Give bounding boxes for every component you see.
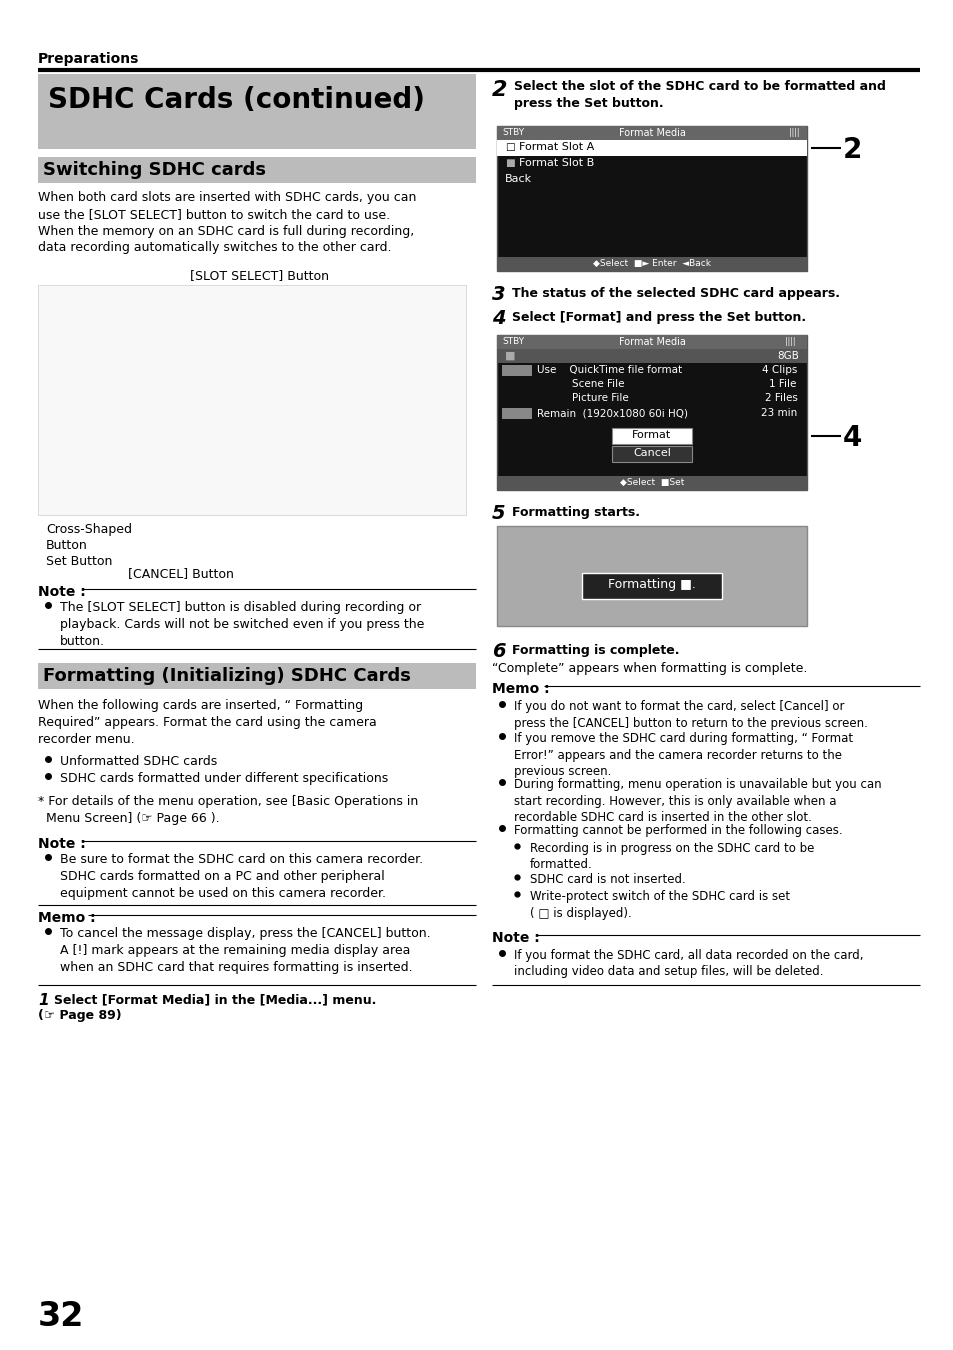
- Text: Note :: Note :: [38, 585, 86, 599]
- Text: 4 Clips: 4 Clips: [761, 364, 797, 375]
- Text: Preparations: Preparations: [38, 53, 139, 66]
- Bar: [38, 285, 465, 514]
- Text: Note :: Note :: [38, 837, 86, 850]
- Text: If you do not want to format the card, select [Cancel] or
press the [CANCEL] but: If you do not want to format the card, s…: [514, 701, 867, 729]
- Bar: [497, 140, 806, 157]
- Text: Format Slot B: Format Slot B: [518, 158, 594, 167]
- Text: Recording is in progress on the SDHC card to be
formatted.: Recording is in progress on the SDHC car…: [530, 842, 814, 872]
- Bar: [497, 335, 806, 490]
- Text: If you remove the SDHC card during formatting, “ Format
Error!” appears and the : If you remove the SDHC card during forma…: [514, 732, 852, 778]
- Text: STBY: STBY: [501, 128, 523, 136]
- Text: ◆Select  ■Set: ◆Select ■Set: [619, 478, 683, 487]
- Text: Use    QuickTime file format: Use QuickTime file format: [537, 364, 681, 375]
- Text: When both card slots are inserted with SDHC cards, you can
use the [SLOT SELECT]: When both card slots are inserted with S…: [38, 190, 416, 254]
- Text: STBY: STBY: [501, 338, 523, 346]
- Text: [CANCEL] Button: [CANCEL] Button: [128, 567, 233, 580]
- Text: □: □: [504, 142, 515, 153]
- Text: SDHC Cards (continued): SDHC Cards (continued): [48, 86, 424, 113]
- Text: 4: 4: [492, 309, 505, 328]
- Text: Formatting (Initializing) SDHC Cards: Formatting (Initializing) SDHC Cards: [43, 667, 411, 684]
- Text: Unformatted SDHC cards: Unformatted SDHC cards: [60, 755, 217, 768]
- Text: Memo :: Memo :: [492, 682, 549, 697]
- Text: Formatting is complete.: Formatting is complete.: [512, 644, 679, 657]
- Text: Cross-Shaped
Button: Cross-Shaped Button: [46, 522, 132, 552]
- Text: ■: ■: [504, 351, 515, 360]
- Text: 4: 4: [842, 424, 862, 452]
- Text: Write-protect switch of the SDHC card is set
( □ is displayed).: Write-protect switch of the SDHC card is…: [530, 890, 789, 919]
- Bar: [497, 126, 806, 271]
- Text: 3: 3: [492, 285, 505, 304]
- Bar: [497, 350, 806, 363]
- Text: ||||: ||||: [788, 128, 799, 136]
- Text: ■: ■: [504, 158, 515, 167]
- Text: 5: 5: [492, 504, 505, 522]
- Text: Remain  (1920x1080 60i HQ): Remain (1920x1080 60i HQ): [537, 408, 687, 418]
- Text: 2: 2: [492, 80, 507, 100]
- Text: When the following cards are inserted, “ Formatting
Required” appears. Format th: When the following cards are inserted, “…: [38, 699, 376, 745]
- Text: Set Button: Set Button: [46, 555, 112, 568]
- Bar: [497, 526, 806, 626]
- Text: To cancel the message display, press the [CANCEL] button.
A [!] mark appears at : To cancel the message display, press the…: [60, 927, 430, 973]
- Bar: [497, 477, 806, 490]
- Text: [SLOT SELECT] Button: [SLOT SELECT] Button: [191, 269, 329, 282]
- Text: Format: Format: [632, 431, 671, 440]
- Bar: [501, 408, 532, 418]
- Text: Select [Format] and press the Set button.: Select [Format] and press the Set button…: [512, 310, 805, 324]
- Bar: [497, 126, 806, 140]
- Text: Back: Back: [504, 174, 532, 184]
- Text: Format Media: Format Media: [618, 128, 684, 138]
- Bar: [612, 428, 691, 444]
- Bar: [38, 157, 476, 184]
- Text: 8GB: 8GB: [776, 351, 798, 360]
- Text: Picture File: Picture File: [572, 393, 628, 404]
- Text: SDHC cards formatted under different specifications: SDHC cards formatted under different spe…: [60, 772, 388, 784]
- Bar: [497, 335, 806, 350]
- Text: 1 File: 1 File: [768, 379, 796, 389]
- Bar: [38, 663, 476, 688]
- Text: 32: 32: [38, 1300, 84, 1332]
- Text: Select the slot of the SDHC card to be formatted and
press the Set button.: Select the slot of the SDHC card to be f…: [514, 80, 885, 109]
- Text: “Complete” appears when formatting is complete.: “Complete” appears when formatting is co…: [492, 662, 806, 675]
- Text: 23 min: 23 min: [760, 408, 797, 418]
- Text: The status of the selected SDHC card appears.: The status of the selected SDHC card app…: [512, 288, 840, 300]
- Text: Memo :: Memo :: [38, 911, 95, 925]
- Text: Formatting cannot be performed in the following cases.: Formatting cannot be performed in the fo…: [514, 824, 841, 837]
- Text: Select [Format Media] in the [Media...] menu.: Select [Format Media] in the [Media...] …: [54, 994, 376, 1006]
- Text: Be sure to format the SDHC card on this camera recorder.
SDHC cards formatted on: Be sure to format the SDHC card on this …: [60, 853, 423, 899]
- Text: * For details of the menu operation, see [Basic Operations in
  Menu Screen] (☞ : * For details of the menu operation, see…: [38, 795, 417, 825]
- Text: 6: 6: [492, 643, 505, 662]
- Text: 2: 2: [842, 136, 862, 163]
- Text: 2 Files: 2 Files: [764, 393, 797, 404]
- Text: Format Media: Format Media: [618, 338, 684, 347]
- Text: (☞ Page 89): (☞ Page 89): [38, 1008, 121, 1022]
- Text: Scene File: Scene File: [572, 379, 624, 389]
- Bar: [38, 74, 476, 148]
- Text: ◆Select  ■► Enter  ◄Back: ◆Select ■► Enter ◄Back: [593, 259, 710, 269]
- Text: Cancel: Cancel: [633, 448, 670, 458]
- Text: Format Slot A: Format Slot A: [518, 142, 594, 153]
- Text: Switching SDHC cards: Switching SDHC cards: [43, 161, 266, 180]
- Text: ||||: ||||: [784, 338, 795, 346]
- Text: SDHC card is not inserted.: SDHC card is not inserted.: [530, 873, 685, 886]
- Bar: [501, 364, 532, 377]
- Text: If you format the SDHC card, all data recorded on the card,
including video data: If you format the SDHC card, all data re…: [514, 949, 862, 979]
- Text: During formatting, menu operation is unavailable but you can
start recording. Ho: During formatting, menu operation is una…: [514, 778, 881, 824]
- Text: Note :: Note :: [492, 931, 539, 945]
- Text: The [SLOT SELECT] button is disabled during recording or
playback. Cards will no: The [SLOT SELECT] button is disabled dur…: [60, 601, 424, 648]
- Bar: [612, 446, 691, 462]
- Bar: [497, 256, 806, 271]
- Bar: [581, 572, 721, 599]
- Text: Formatting starts.: Formatting starts.: [512, 506, 639, 518]
- Text: Formatting ■.: Formatting ■.: [607, 578, 695, 591]
- Text: 1: 1: [38, 994, 49, 1008]
